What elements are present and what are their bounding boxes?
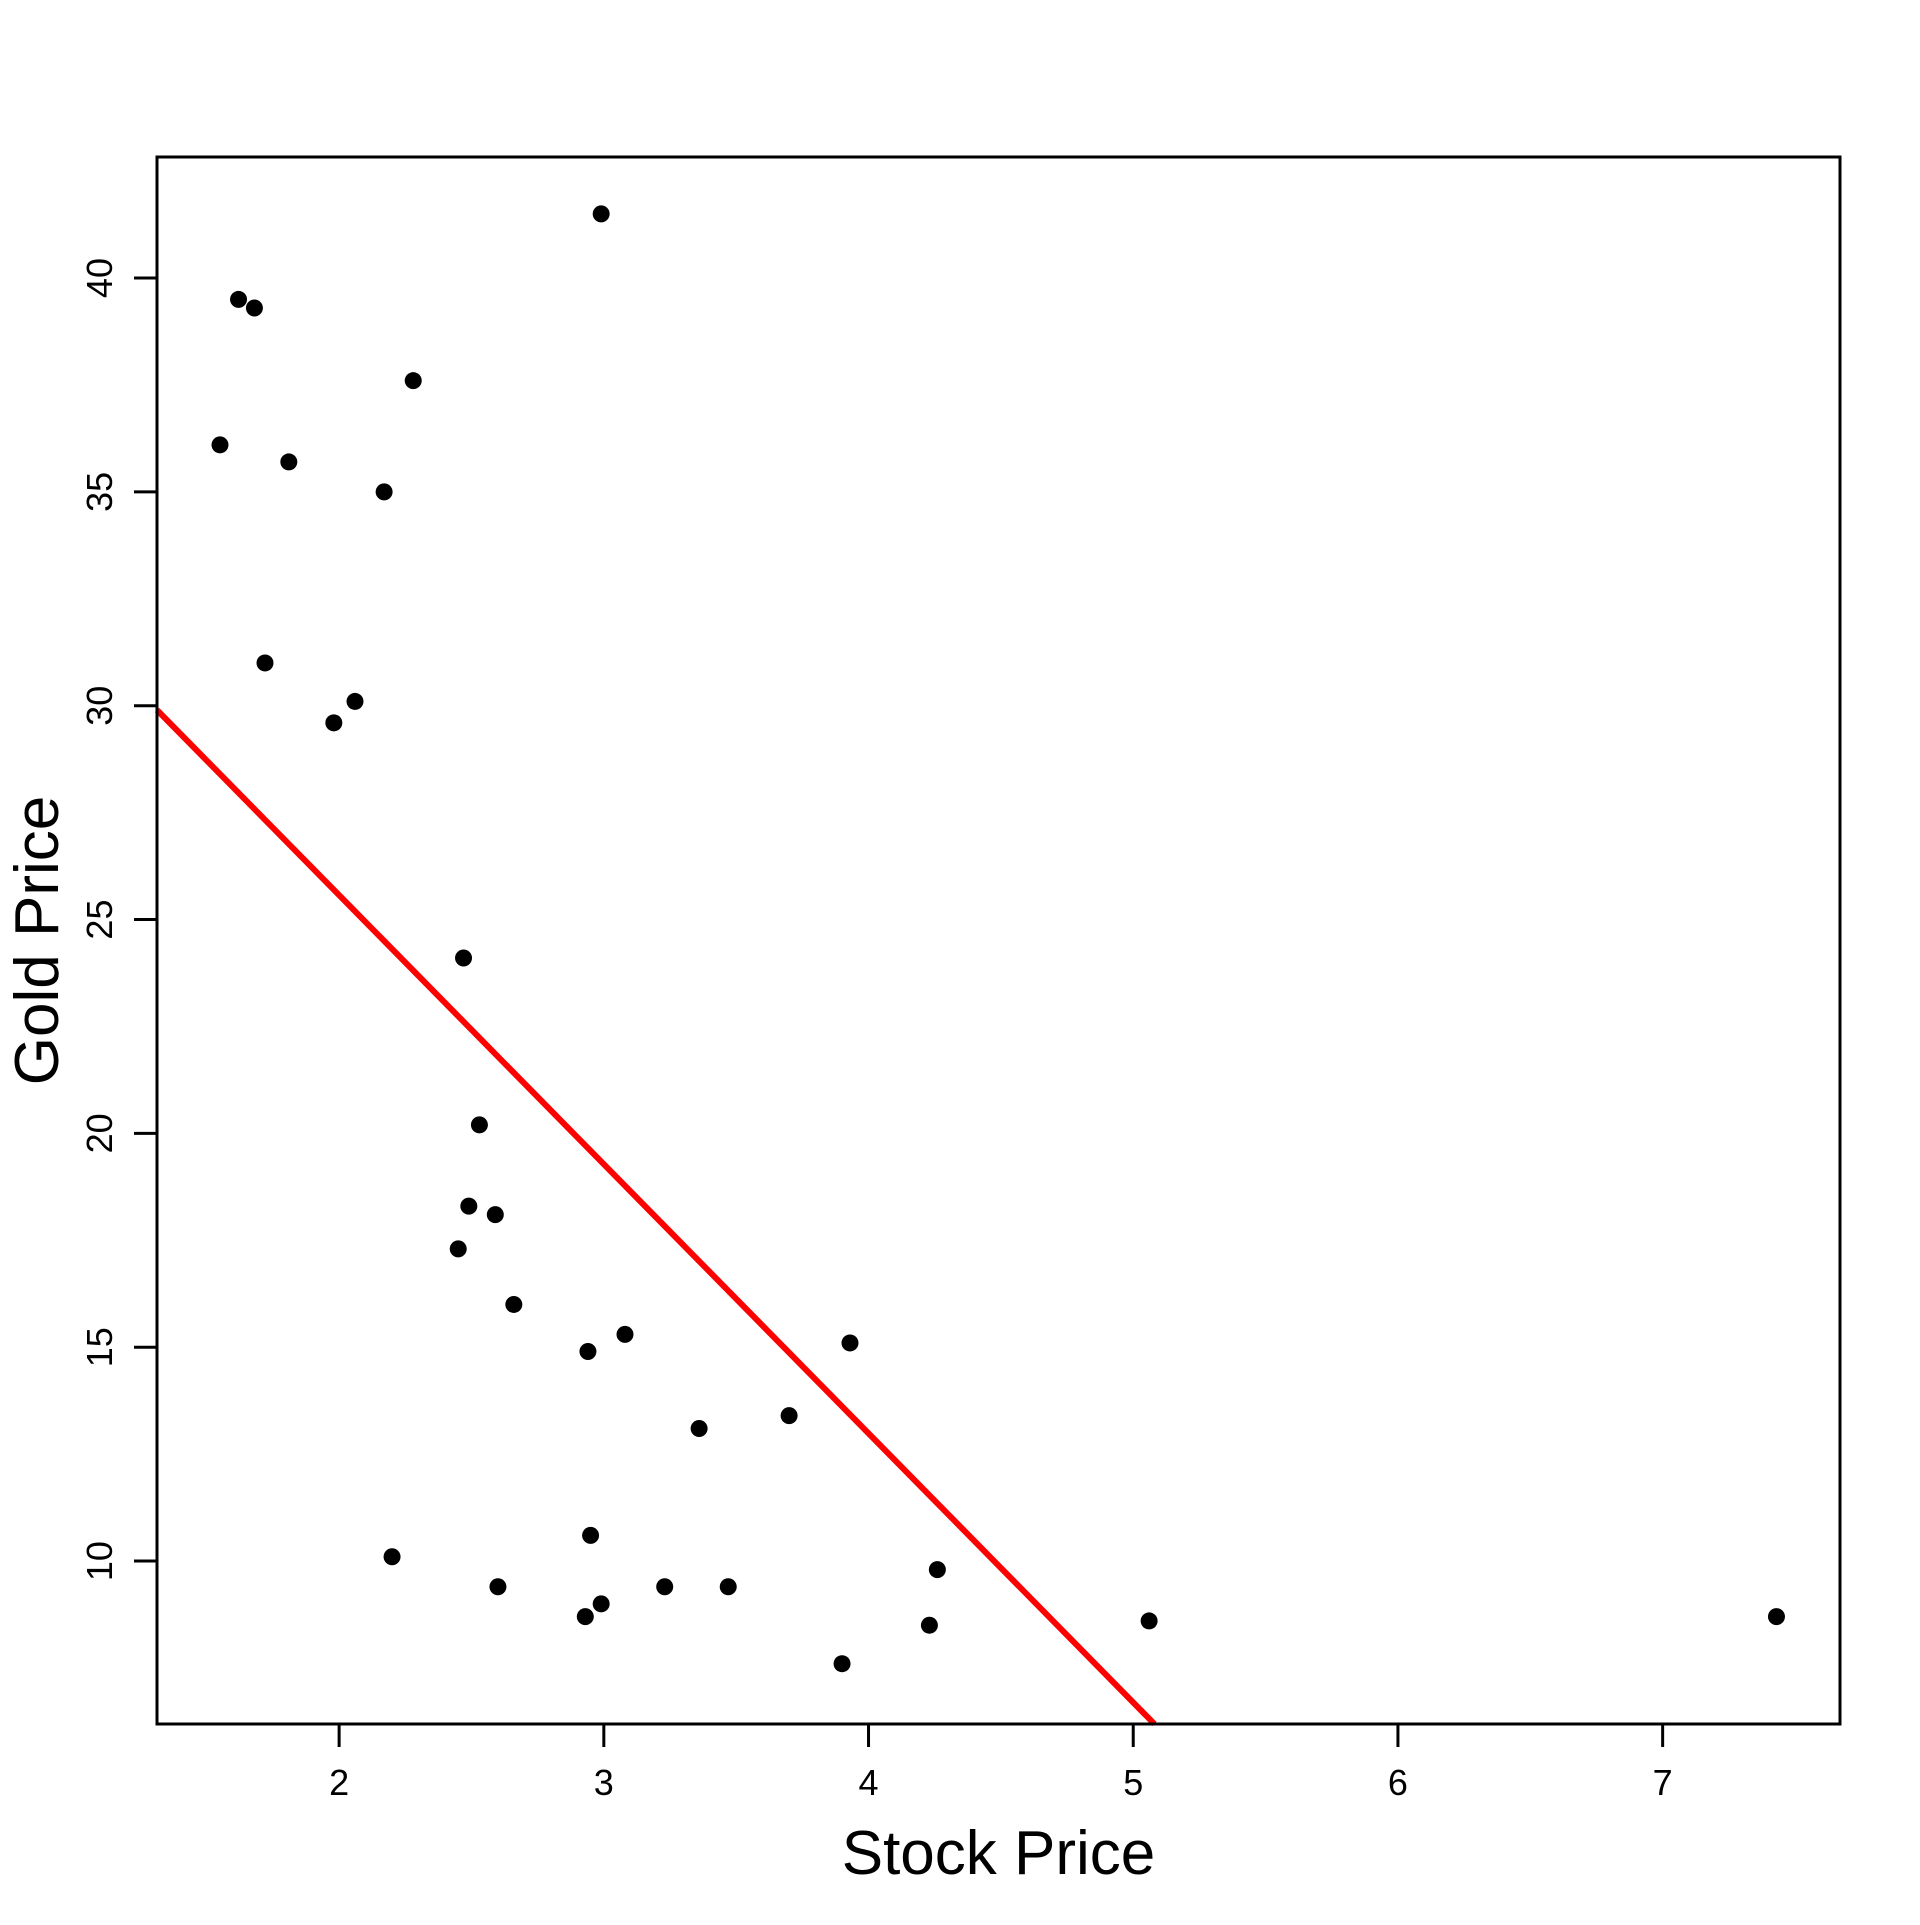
scatter-point	[1140, 1612, 1158, 1630]
y-axis-tick-label: 15	[79, 1327, 120, 1367]
scatter-point	[230, 290, 248, 308]
scatter-point	[470, 1116, 488, 1134]
scatter-point	[841, 1334, 859, 1352]
scatter-point	[346, 692, 364, 710]
plot-box	[155, 155, 1842, 1726]
scatter-point	[780, 1407, 798, 1425]
scatter-point	[280, 453, 298, 471]
scatter-point	[592, 205, 610, 223]
scatter-point	[1767, 1608, 1785, 1626]
scatter-point	[256, 654, 274, 672]
x-axis-title: Stock Price	[842, 1819, 1156, 1888]
y-axis-tick-label: 30	[79, 686, 120, 726]
scatter-point	[579, 1342, 597, 1360]
scatter-point	[383, 1548, 401, 1566]
scatter-point	[656, 1578, 674, 1596]
y-axis-tick-label: 25	[79, 900, 120, 940]
y-axis-tick-label: 20	[79, 1113, 120, 1153]
regression-line	[154, 707, 1157, 1727]
scatter-point	[404, 372, 422, 390]
scatter-point	[449, 1240, 467, 1258]
x-axis-tick-label: 5	[1123, 1762, 1143, 1803]
y-axis-tick-label: 40	[79, 258, 120, 298]
x-axis-tick-label: 6	[1388, 1762, 1408, 1803]
scatter-point	[211, 436, 229, 454]
scatter-point	[460, 1197, 478, 1215]
x-axis-tick-label: 4	[859, 1762, 879, 1803]
scatter-point	[486, 1206, 504, 1224]
scatter-point	[920, 1616, 938, 1634]
scatter-point	[489, 1578, 507, 1596]
y-axis-tick-label: 35	[79, 472, 120, 512]
x-axis-tick-label: 7	[1653, 1762, 1673, 1803]
scatter-point	[833, 1655, 851, 1673]
scatter-point	[505, 1295, 523, 1313]
scatter-point	[455, 949, 473, 967]
scatter-point	[325, 714, 343, 732]
x-axis-tick-label: 2	[329, 1762, 349, 1803]
scatter-point	[719, 1578, 737, 1596]
scatter-point	[576, 1608, 594, 1626]
y-axis-title: Gold Price	[3, 796, 72, 1085]
scatter-point	[375, 483, 393, 501]
scatter-point	[616, 1325, 634, 1343]
scatter-point	[592, 1595, 610, 1613]
scatter-point	[582, 1526, 600, 1544]
scatter-point	[690, 1419, 708, 1437]
y-axis-tick-label: 10	[79, 1541, 120, 1581]
x-axis-tick-label: 3	[594, 1762, 614, 1803]
scatter-point	[928, 1561, 946, 1579]
scatter-point	[245, 299, 263, 317]
